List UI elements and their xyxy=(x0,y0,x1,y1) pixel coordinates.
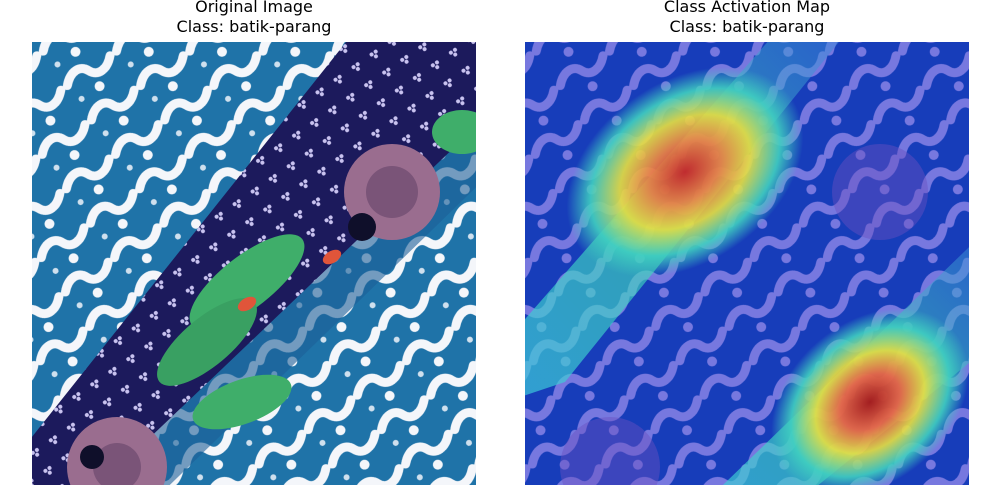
cam-title: Class Activation Map Class: batik-parang xyxy=(525,0,969,37)
original-image xyxy=(32,42,476,485)
cam-class-label: Class: batik-parang xyxy=(669,17,825,36)
class-activation-map xyxy=(525,42,969,485)
original-image-class-label: Class: batik-parang xyxy=(176,17,332,36)
original-image-title-line1: Original Image xyxy=(195,0,313,16)
cam-title-line1: Class Activation Map xyxy=(663,0,831,16)
original-image-title: Original Image Class: batik-parang xyxy=(32,0,476,37)
